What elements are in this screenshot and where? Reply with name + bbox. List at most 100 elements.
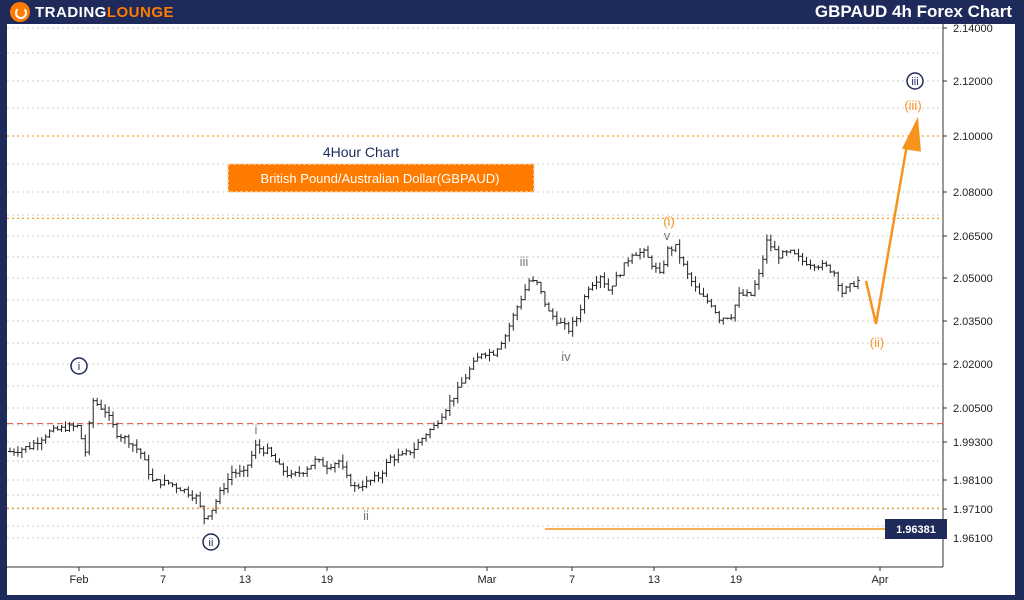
candle: [214, 499, 219, 514]
candle: [626, 257, 631, 267]
candle: [713, 304, 718, 314]
y-tick-label: 2.03500: [953, 316, 993, 328]
candle: [709, 298, 714, 308]
candle: [681, 256, 686, 267]
candle: [95, 397, 100, 407]
candle: [804, 256, 809, 266]
candle: [586, 286, 591, 299]
candle: [178, 487, 183, 492]
x-tick-label: Apr: [871, 574, 888, 586]
candle: [665, 246, 670, 267]
candle: [408, 450, 413, 456]
candle: [622, 262, 627, 276]
candle: [111, 411, 116, 428]
candle: [582, 294, 587, 314]
candle: [31, 440, 36, 450]
candle: [71, 422, 76, 431]
candle: [495, 348, 500, 358]
candle: [749, 292, 754, 297]
wave-label-circle: i: [70, 357, 88, 375]
candle: [138, 448, 143, 459]
candle: [764, 234, 769, 264]
candle: [471, 357, 476, 370]
candle: [428, 428, 433, 439]
candle: [701, 287, 706, 297]
candle: [154, 478, 159, 481]
candle: [237, 464, 242, 477]
wave-label: (ii): [870, 335, 884, 350]
candle: [249, 450, 254, 468]
candle: [166, 479, 171, 485]
candle: [618, 274, 623, 278]
candle: [447, 394, 452, 417]
candle: [824, 261, 829, 267]
candle: [840, 282, 845, 298]
candle: [221, 482, 226, 495]
candle: [356, 483, 361, 490]
candle: [689, 272, 694, 287]
candle: [317, 458, 322, 463]
candle: [19, 447, 24, 458]
price-chart[interactable]: 2.14000 2.12000 2.10000 2.08000 2.06500 2.050…: [7, 23, 1015, 595]
candle: [645, 245, 650, 258]
candle: [808, 259, 813, 270]
candle: [27, 441, 32, 450]
candle: [634, 252, 639, 256]
candle: [523, 284, 528, 301]
candle: [396, 448, 401, 463]
candle: [614, 271, 619, 287]
candle: [114, 422, 119, 439]
candle: [158, 479, 163, 489]
candle: [606, 278, 611, 291]
candle: [729, 314, 734, 321]
candle: [776, 245, 781, 265]
candle: [35, 437, 40, 451]
candle: [503, 333, 508, 349]
candle: [91, 397, 96, 429]
candle: [812, 264, 817, 271]
candle: [142, 451, 147, 461]
candle: [737, 287, 742, 308]
projection-path: [864, 138, 910, 325]
candle: [439, 413, 444, 425]
y-tick-label: 2.00500: [953, 403, 993, 415]
candle: [487, 348, 492, 362]
candle: [352, 481, 357, 492]
candle: [499, 341, 504, 350]
candle: [467, 366, 472, 380]
candle: [856, 276, 860, 290]
candle: [412, 442, 417, 459]
candle: [796, 248, 801, 262]
x-tick-label: Feb: [70, 574, 89, 586]
y-tick-label: 2.14000: [953, 24, 993, 35]
x-tick-label: Mar: [478, 574, 497, 586]
candle: [103, 404, 108, 418]
y-tick-label: 1.99300: [953, 437, 993, 449]
candle: [384, 458, 389, 477]
candle: [59, 425, 64, 432]
wave-label: iv: [561, 349, 571, 364]
candle: [756, 269, 761, 290]
y-tick-label: 2.06500: [953, 231, 993, 243]
candle: [638, 248, 643, 260]
candle: [130, 443, 135, 452]
candle: [491, 350, 496, 356]
candle: [479, 353, 484, 360]
candle: [531, 276, 536, 283]
candle: [443, 408, 448, 420]
brand-logo: TRADINGLOUNGE: [10, 2, 174, 22]
candle: [245, 464, 250, 478]
candle: [198, 491, 203, 508]
candle: [388, 454, 393, 464]
candle: [852, 280, 857, 288]
candle: [594, 275, 599, 290]
candle: [602, 272, 607, 288]
candle: [134, 439, 139, 454]
candle: [261, 446, 266, 457]
chart-area[interactable]: 2.14000 2.12000 2.10000 2.08000 2.06500 2.050…: [7, 23, 1015, 595]
y-tick-label: 2.02000: [953, 359, 993, 371]
wave-label: ii: [209, 537, 214, 549]
candle: [372, 471, 377, 483]
candle: [170, 482, 175, 488]
candle: [206, 515, 211, 520]
